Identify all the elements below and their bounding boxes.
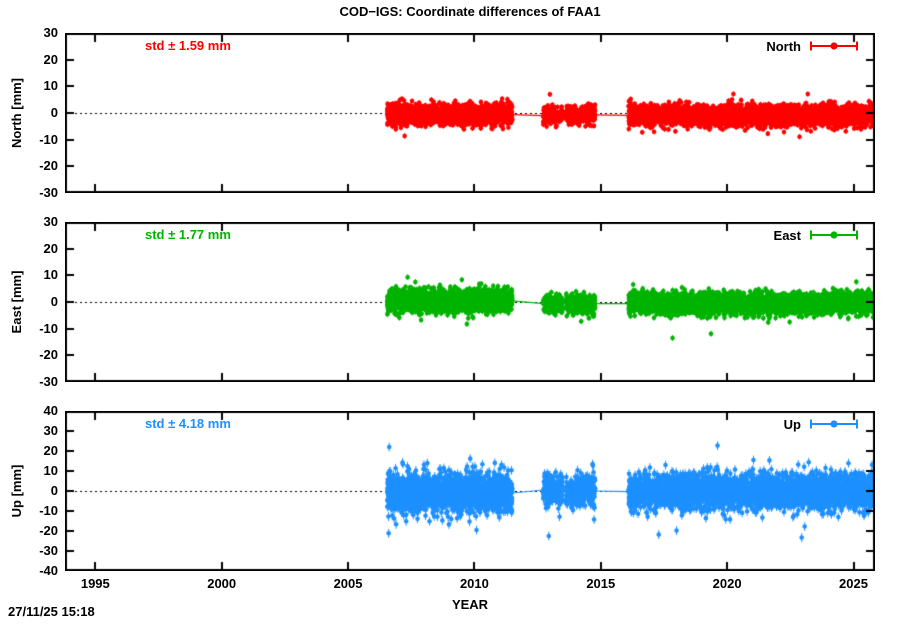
panel-east: East [mm] std ± 1.77 mm East [9, 222, 875, 382]
chart-title: COD−IGS: Coordinate differences of FAA1 [339, 4, 601, 19]
timestamp: 27/11/25 15:18 [8, 604, 95, 619]
y-tick-label: 40 [43, 403, 58, 418]
up-legend-label: Up [783, 416, 801, 432]
x-tick-label: 2005 [333, 576, 363, 591]
x-tick-label: 1995 [80, 576, 110, 591]
east-plot-area [65, 222, 875, 382]
north-legend: North [766, 38, 859, 54]
north-plot-area [65, 33, 875, 193]
y-tick-label: -20 [39, 523, 58, 538]
north-legend-label: North [766, 38, 801, 54]
y-tick-label: 10 [43, 78, 58, 94]
y-tick-label: 0 [50, 483, 58, 498]
y-tick-label: -40 [39, 563, 58, 578]
y-tick-label: 20 [43, 51, 58, 67]
y-tick-label: -10 [39, 320, 58, 336]
x-axis-label: YEAR [451, 597, 489, 612]
y-tick-label: -10 [39, 503, 58, 518]
y-tick-label: 10 [43, 463, 58, 478]
up-legend: Up [784, 416, 859, 432]
up-errorbar-icon [810, 419, 858, 429]
y-tick-label: 30 [43, 423, 58, 438]
y-tick-label: -30 [39, 374, 58, 389]
east-std-annotation: std ± 1.77 mm [145, 227, 231, 242]
y-tick-label: -10 [39, 131, 58, 147]
y-tick-label: 0 [50, 105, 58, 120]
y-tick-label: 20 [43, 240, 58, 256]
east-legend-label: East [773, 227, 801, 243]
up-plot-area [65, 411, 875, 571]
x-tick-label: 2000 [207, 576, 237, 591]
x-tick-label: 2015 [586, 576, 616, 591]
east-errorbar-icon [810, 230, 858, 240]
y-tick-label: -20 [39, 347, 58, 363]
x-tick-label: 2010 [459, 576, 489, 591]
panel-up: Up [mm] std ± 4.18 mm Up [9, 411, 875, 571]
north-std-annotation: std ± 1.59 mm [145, 38, 231, 53]
up-std-annotation: std ± 4.18 mm [145, 416, 231, 431]
panel-north: North [mm] std ± 1.59 mm North [9, 33, 875, 193]
y-tick-label: 30 [43, 25, 58, 40]
y-tick-label: -30 [39, 543, 58, 558]
y-tick-label: -30 [39, 185, 58, 200]
y-tick-label: 20 [43, 443, 58, 458]
east-legend: East [774, 227, 859, 243]
x-tick-label: 2020 [712, 576, 742, 591]
y-tick-label: -20 [39, 158, 58, 174]
y-tick-label: 30 [43, 214, 58, 229]
y-tick-label: 0 [50, 294, 58, 309]
north-errorbar-icon [810, 41, 858, 51]
x-tick-label: 2025 [839, 576, 868, 591]
y-tick-label: 10 [43, 267, 58, 283]
